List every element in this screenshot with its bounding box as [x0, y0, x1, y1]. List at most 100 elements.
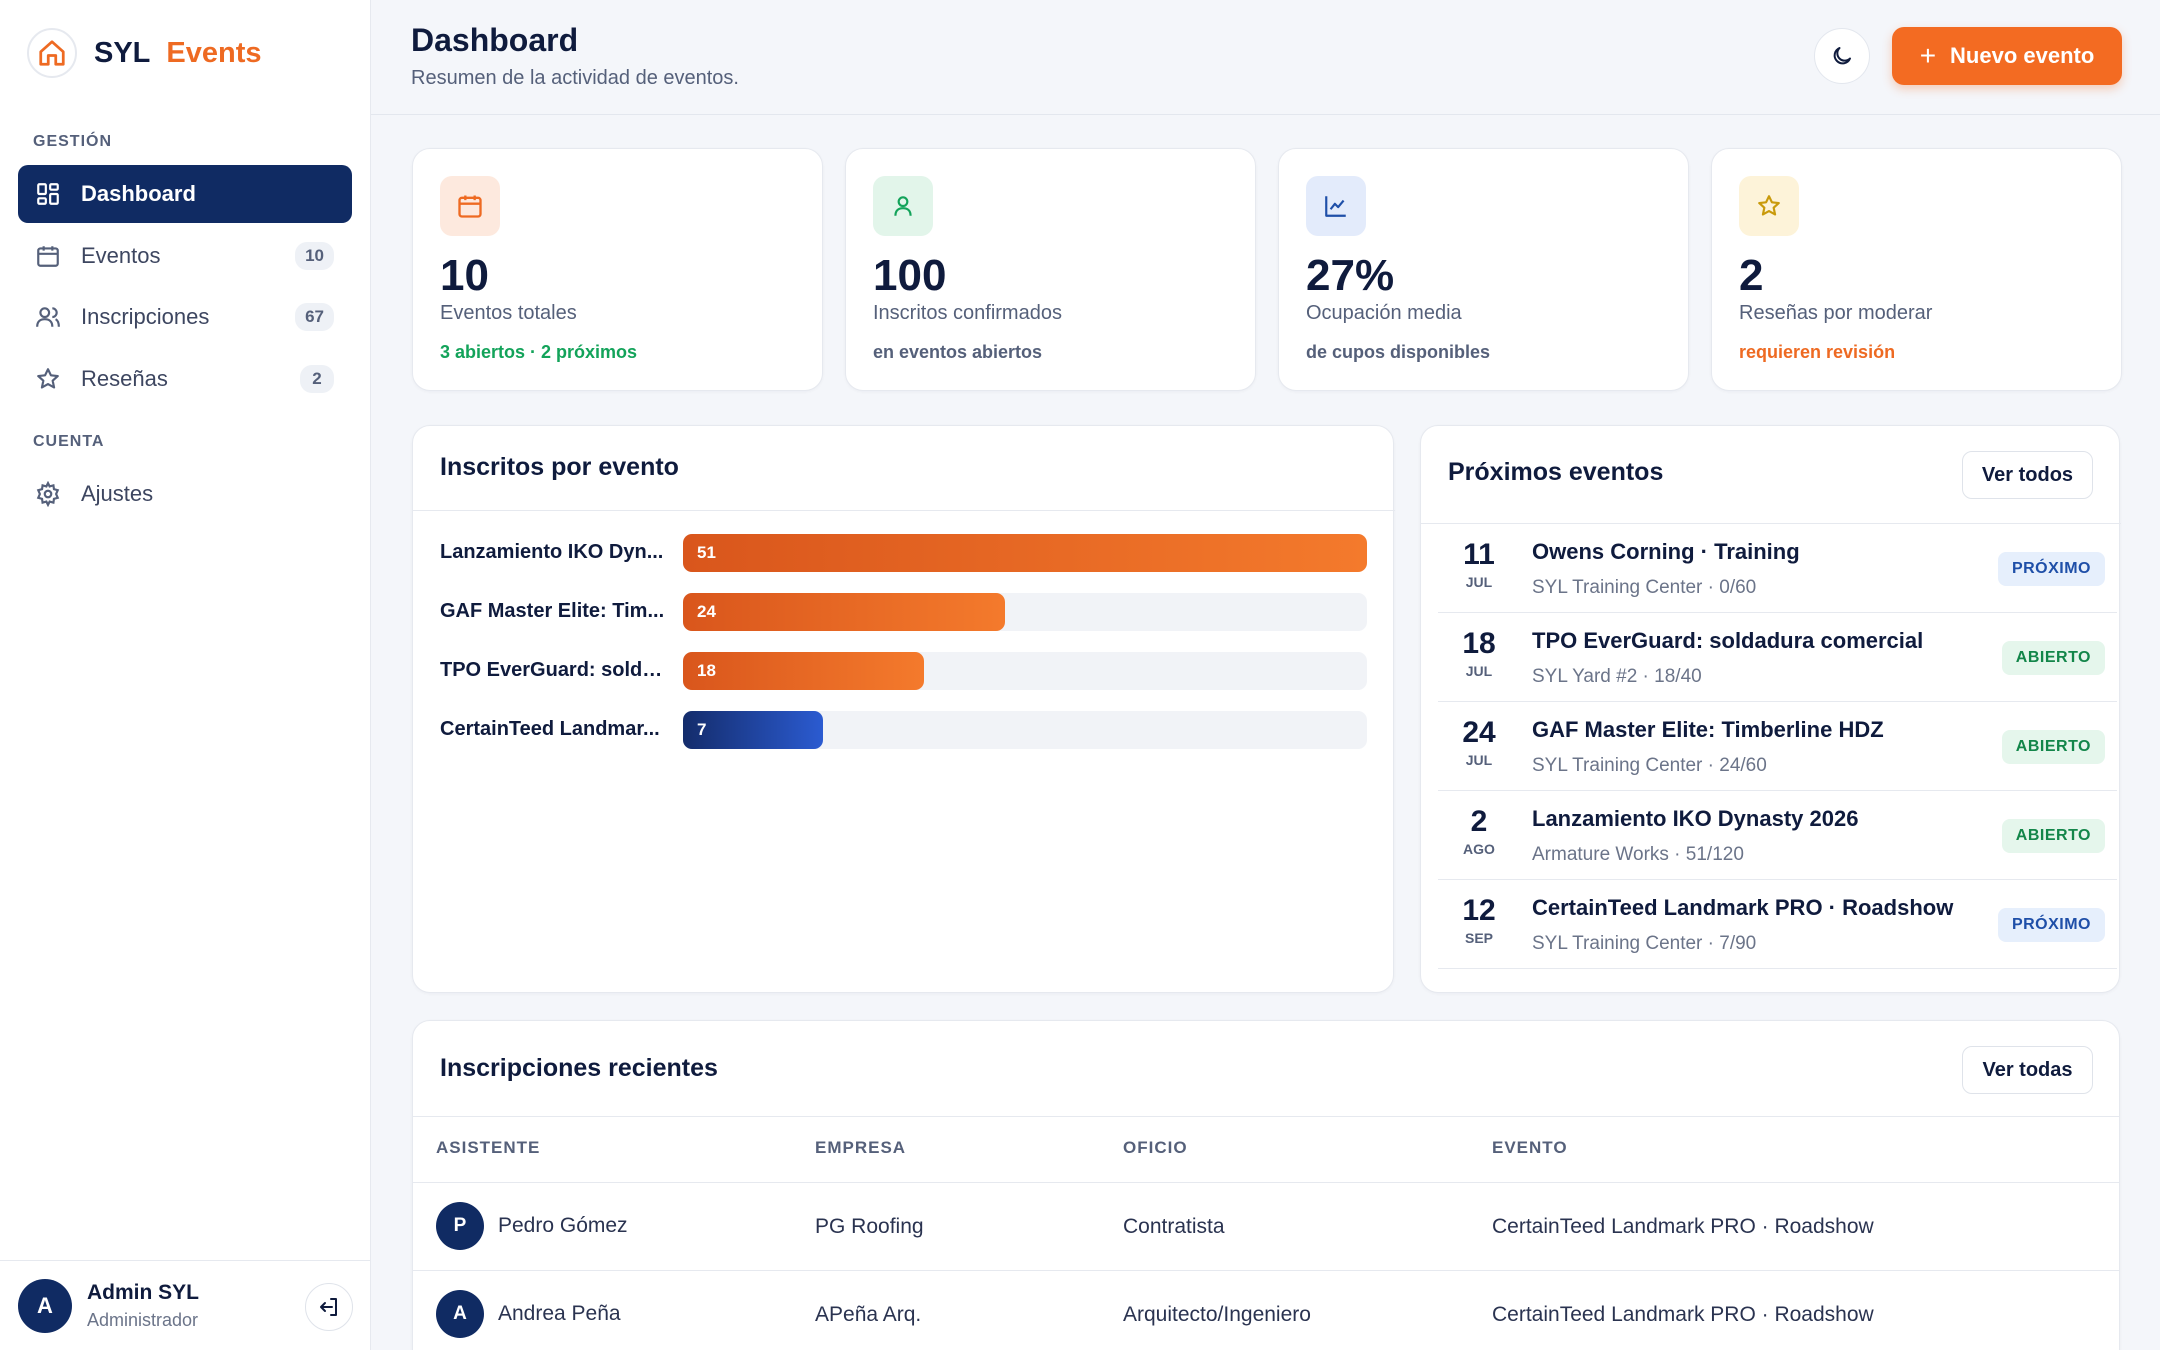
avatar: A	[436, 1290, 484, 1338]
event-month: JUL	[1465, 663, 1493, 679]
section-label-gestion: GESTIÓN	[33, 133, 113, 150]
event-title: Owens Corning · Training	[1532, 539, 1800, 564]
event-row[interactable]: 12 SEP CertainTeed Landmark PRO · Roadshow…	[1438, 880, 2117, 969]
stat-label: Ocupación media	[1306, 302, 1462, 324]
event-row[interactable]: 18 JUL TPO EverGuard: soldadura comercial S…	[1438, 613, 2117, 702]
upcoming-events-panel: Próximos eventos Ver todos 11 JUL Owens Co…	[1420, 425, 2121, 993]
count-badge: 2	[300, 365, 334, 393]
stat-value: 2	[1739, 251, 1764, 300]
stat-label: Eventos totales	[440, 302, 577, 324]
recent-registrations-panel: Inscripciones recientes Ver todas	[412, 1020, 2120, 1350]
event-month: AGO	[1463, 841, 1495, 857]
page-subtitle: Resumen de la actividad de eventos.	[411, 67, 739, 89]
bar[interactable]: 51	[683, 534, 1367, 572]
event-day: 24	[1462, 716, 1496, 749]
avatar: A	[18, 1278, 72, 1333]
chart-panel: Inscritos por evento Lanzamiento IKO Dyn…	[412, 425, 1395, 993]
bar-label: GAF Master Elite: Tim...	[440, 600, 665, 622]
event-month: SEP	[1464, 930, 1493, 946]
bar-track: 18	[683, 652, 1367, 690]
trade-cell: Contratista	[1123, 1215, 1225, 1238]
bar[interactable]: 18	[683, 652, 925, 690]
sidebar-item-inscripciones[interactable]: Inscripciones 67	[18, 288, 352, 346]
user-name: Admin SYL	[87, 1280, 200, 1304]
sidebar-item-label: Dashboard	[81, 181, 196, 206]
attendee-name[interactable]: Andrea Peña	[498, 1302, 621, 1325]
event-day: 18	[1462, 627, 1496, 660]
company-cell: APeña Arq.	[815, 1303, 922, 1326]
stat-note: requieren revisión	[1739, 342, 1896, 362]
event-subtitle: Armature Works · 51/120	[1532, 844, 1744, 865]
status-badge: ABIERTO	[2001, 641, 2105, 675]
view-all-events-button[interactable]: Ver todos	[1962, 451, 2093, 499]
stat-note: de cupos disponibles	[1306, 342, 1491, 362]
sidebar-item-label: Ajustes	[81, 481, 154, 506]
bar-label: Lanzamiento IKO Dyn...	[440, 541, 664, 563]
event-day: 12	[1462, 894, 1496, 927]
event-subtitle: SYL Yard #2 · 18/40	[1532, 666, 1702, 687]
divider	[412, 1270, 2119, 1271]
event-month: JUL	[1465, 574, 1493, 590]
users-icon	[35, 304, 61, 330]
recent-title: Inscripciones recientes	[440, 1054, 718, 1082]
status-badge: PRÓXIMO	[1997, 908, 2105, 942]
stat-card-resenas: 2 Reseñas por moderar requieren revisión	[1711, 148, 2122, 391]
star-icon	[35, 366, 61, 392]
brand-name: SYL	[94, 36, 151, 69]
attendee-name[interactable]: Pedro Gómez	[498, 1214, 628, 1237]
plus-icon: +	[1919, 40, 1937, 71]
sidebar-item-label: Eventos	[81, 243, 161, 268]
new-event-label: Nuevo evento	[1950, 43, 2095, 68]
view-all-registrations-button[interactable]: Ver todas	[1962, 1046, 2093, 1094]
theme-toggle-button[interactable]	[1814, 28, 1870, 84]
event-title: TPO EverGuard: soldadura comercial	[1532, 628, 1924, 653]
event-cell: CertainTeed Landmark PRO · Roadshow	[1492, 1303, 1874, 1326]
bar-track: 51	[683, 534, 1367, 572]
home-logo-icon	[27, 28, 77, 78]
column-header-asistente: ASISTENTE	[436, 1138, 541, 1157]
divider	[412, 1182, 2119, 1183]
brand[interactable]: SYL Events	[27, 28, 262, 78]
event-row[interactable]: 24 JUL GAF Master Elite: Timberline HDZ SYL…	[1438, 702, 2117, 791]
column-header-evento: EVENTO	[1492, 1138, 1568, 1157]
stat-label: Inscritos confirmados	[873, 302, 1062, 324]
company-cell: PG Roofing	[815, 1215, 924, 1238]
status-badge: ABIERTO	[2001, 730, 2105, 764]
trade-cell: Arquitecto/Ingeniero	[1123, 1303, 1311, 1326]
sidebar: SYL Events GESTIÓN Dashboard Eventos 10 …	[0, 0, 371, 1350]
stat-card-ocupacion: 27% Ocupación media de cupos disponibles	[1278, 148, 1689, 391]
event-row[interactable]: 11 JUL Owens Corning · Training SYL Trainin…	[1438, 524, 2117, 613]
stat-card-eventos: 10 Eventos totales 3 abiertos · 2 próxim…	[412, 148, 823, 391]
grid-icon	[35, 181, 61, 207]
sidebar-item-ajustes[interactable]: Ajustes	[18, 465, 352, 523]
stat-label: Reseñas por moderar	[1739, 302, 1933, 324]
sidebar-item-resenas[interactable]: Reseñas 2	[18, 350, 352, 408]
user-profile: A Admin SYL Administrador	[0, 1260, 371, 1350]
divider	[413, 510, 1395, 511]
count-badge: 10	[295, 242, 334, 270]
column-header-oficio: OFICIO	[1123, 1138, 1188, 1157]
stat-value: 100	[873, 251, 947, 300]
column-header-empresa: EMPRESA	[815, 1138, 907, 1157]
new-event-button[interactable]: + Nuevo evento	[1892, 27, 2122, 85]
calendar-icon	[440, 176, 500, 236]
bar-track: 24	[683, 593, 1367, 631]
count-badge: 67	[295, 303, 334, 331]
bar-label: CertainTeed Landmar...	[440, 718, 660, 740]
bar-label: TPO EverGuard: solda...	[440, 659, 670, 681]
top-header: Dashboard Resumen de la actividad de eve…	[371, 0, 2160, 115]
sidebar-item-dashboard[interactable]: Dashboard	[18, 165, 352, 223]
event-subtitle: SYL Training Center · 0/60	[1532, 577, 1757, 598]
user-role: Administrador	[87, 1309, 199, 1330]
bar[interactable]: 7	[683, 711, 823, 749]
logout-button[interactable]	[305, 1283, 353, 1331]
event-subtitle: SYL Training Center · 7/90	[1532, 933, 1757, 954]
event-row[interactable]: 2 AGO Lanzamiento IKO Dynasty 2026 Armature…	[1438, 791, 2117, 880]
upcoming-title: Próximos eventos	[1448, 458, 1664, 486]
divider	[1421, 523, 2121, 524]
bar[interactable]: 24	[683, 593, 1005, 631]
star-icon	[1739, 176, 1799, 236]
sidebar-item-label: Reseñas	[81, 366, 168, 391]
stat-value: 27%	[1306, 251, 1395, 300]
sidebar-item-eventos[interactable]: Eventos 10	[18, 227, 352, 285]
